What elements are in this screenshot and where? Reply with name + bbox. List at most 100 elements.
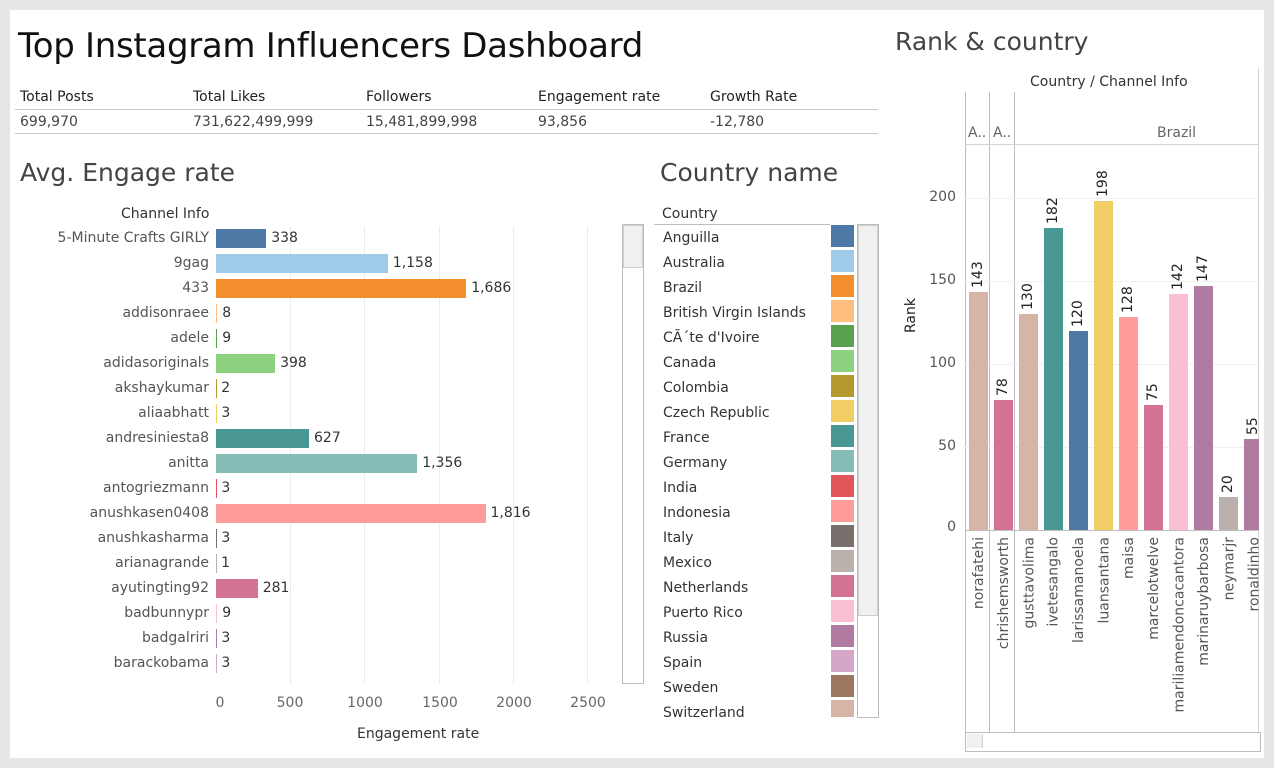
engage-chart-title: Avg. Engage rate xyxy=(20,158,236,187)
kpi-value-growth-rate: -12,780 xyxy=(710,114,765,130)
rank-group-label: A.. xyxy=(993,125,1012,141)
country-color-swatch xyxy=(831,450,854,472)
country-color-swatch xyxy=(831,425,854,447)
country-legend-item: Mexico xyxy=(663,555,712,571)
rank-x-axis-line xyxy=(965,530,1258,531)
country-color-swatch xyxy=(831,250,854,272)
engage-category-label: 9gag xyxy=(173,255,209,271)
country-color-swatch xyxy=(831,525,854,547)
rank-y-tick: 50 xyxy=(938,437,956,454)
engage-category-label: badbunnypr xyxy=(124,605,209,621)
engage-x-tick: 1000 xyxy=(347,695,383,711)
rank-value-label: 120 xyxy=(1070,299,1086,327)
kpi-bottom-divider xyxy=(15,133,878,134)
country-legend-item: Netherlands xyxy=(663,580,749,596)
country-color-swatch xyxy=(831,375,854,397)
rank-value-label: 75 xyxy=(1145,383,1161,402)
rank-value-label: 78 xyxy=(995,378,1011,397)
country-legend-item: Russia xyxy=(663,630,709,646)
engage-category-label: 433 xyxy=(182,280,209,296)
rank-scrollbar-thumb[interactable] xyxy=(967,734,983,748)
kpi-header-total-likes: Total Likes xyxy=(193,89,266,105)
rank-bar xyxy=(1169,294,1188,530)
engage-value-label: 9 xyxy=(222,330,232,346)
rank-bar xyxy=(1219,496,1238,530)
kpi-header-followers: Followers xyxy=(366,89,432,105)
rank-bar xyxy=(1069,330,1088,530)
country-color-swatch xyxy=(831,350,854,372)
engage-category-label: adidasoriginals xyxy=(103,355,209,371)
rank-group-label: A.. xyxy=(968,125,987,141)
country-legend-scrollbar-thumb[interactable] xyxy=(858,225,878,616)
engage-value-label: 398 xyxy=(280,355,307,371)
rank-group-label-brazil: Brazil xyxy=(1157,125,1197,141)
engage-value-label: 1,816 xyxy=(490,505,531,521)
rank-bar xyxy=(1019,314,1038,530)
engage-category-label: adele xyxy=(170,330,209,346)
rank-horizontal-scrollbar[interactable] xyxy=(965,732,1261,752)
country-color-swatch xyxy=(831,675,854,697)
country-color-swatch xyxy=(831,475,854,497)
country-color-swatch xyxy=(831,550,854,572)
country-legend-item: Germany xyxy=(663,455,728,471)
country-legend-item: Puerto Rico xyxy=(663,605,743,621)
rank-bar xyxy=(1194,285,1213,530)
engage-value-label: 8 xyxy=(222,305,232,321)
engage-category-label: aliaabhatt xyxy=(138,405,209,421)
country-legend-item: Spain xyxy=(663,655,703,671)
engage-value-label: 3 xyxy=(221,480,231,496)
engage-scrollbar[interactable] xyxy=(622,224,644,684)
engage-bar xyxy=(216,504,486,523)
engage-bar xyxy=(216,254,388,273)
kpi-header-total-posts: Total Posts xyxy=(20,89,94,105)
engage-category-label: akshaykumar xyxy=(114,380,209,396)
engage-category-label: anushkasharma xyxy=(97,530,209,546)
rank-bar xyxy=(1119,317,1138,530)
rank-category-label: larissamanoela xyxy=(1071,537,1087,644)
engage-category-label: arianagrande xyxy=(115,555,209,571)
rank-y-tick: 100 xyxy=(929,354,956,371)
country-color-swatch xyxy=(831,650,854,672)
country-legend-list: Anguilla Australia Brazil British Virgin Is… xyxy=(654,225,857,717)
country-color-swatch xyxy=(831,225,854,247)
country-color-swatch xyxy=(831,275,854,297)
country-color-swatch xyxy=(831,300,854,322)
rank-category-label: ronaldinho xyxy=(1246,537,1259,612)
kpi-value-total-likes: 731,622,499,999 xyxy=(193,114,314,130)
country-legend-item: British Virgin Islands xyxy=(663,305,806,321)
engage-value-label: 1,158 xyxy=(392,255,433,271)
engage-bar xyxy=(216,329,218,348)
engage-x-tick: 2000 xyxy=(496,695,532,711)
country-color-swatch xyxy=(831,575,854,597)
rank-category-label: gusttavolima xyxy=(1021,537,1037,629)
engage-category-label: addisonraee xyxy=(122,305,209,321)
rank-category-label: luansantana xyxy=(1096,537,1112,624)
engage-bar xyxy=(216,354,276,373)
engage-category-label: 5-Minute Crafts GIRLY xyxy=(57,230,209,246)
rank-value-label: 130 xyxy=(1020,283,1036,310)
rank-bar xyxy=(994,400,1013,530)
engage-bar xyxy=(216,604,218,623)
rank-bar xyxy=(1244,438,1259,530)
rank-value-label: 128 xyxy=(1120,286,1136,314)
engage-scrollbar-thumb[interactable] xyxy=(623,225,643,268)
kpi-header-growth-rate: Growth Rate xyxy=(710,89,798,105)
country-legend-scrollbar[interactable] xyxy=(857,224,879,718)
engage-value-label: 3 xyxy=(221,405,231,421)
kpi-header-engagement-rate: Engagement rate xyxy=(538,89,661,105)
rank-category-label: chrishemsworth xyxy=(996,537,1012,650)
rank-chart-header: Country / Channel Info xyxy=(1030,74,1188,90)
engage-category-label: antogriezmann xyxy=(103,480,209,496)
engage-value-label: 9 xyxy=(222,605,232,621)
country-legend-title: Country name xyxy=(660,158,839,187)
rank-bar xyxy=(1044,227,1063,530)
rank-category-label: norafatehi xyxy=(971,537,987,610)
rank-bar xyxy=(1144,405,1163,530)
country-legend-item: Indonesia xyxy=(663,505,731,521)
engage-x-tick: 500 xyxy=(276,695,304,711)
engage-value-label: 3 xyxy=(221,655,231,671)
engage-gridline xyxy=(513,226,514,684)
engage-bar xyxy=(216,454,418,473)
rank-group-divider xyxy=(965,92,966,732)
country-color-swatch xyxy=(831,700,854,717)
